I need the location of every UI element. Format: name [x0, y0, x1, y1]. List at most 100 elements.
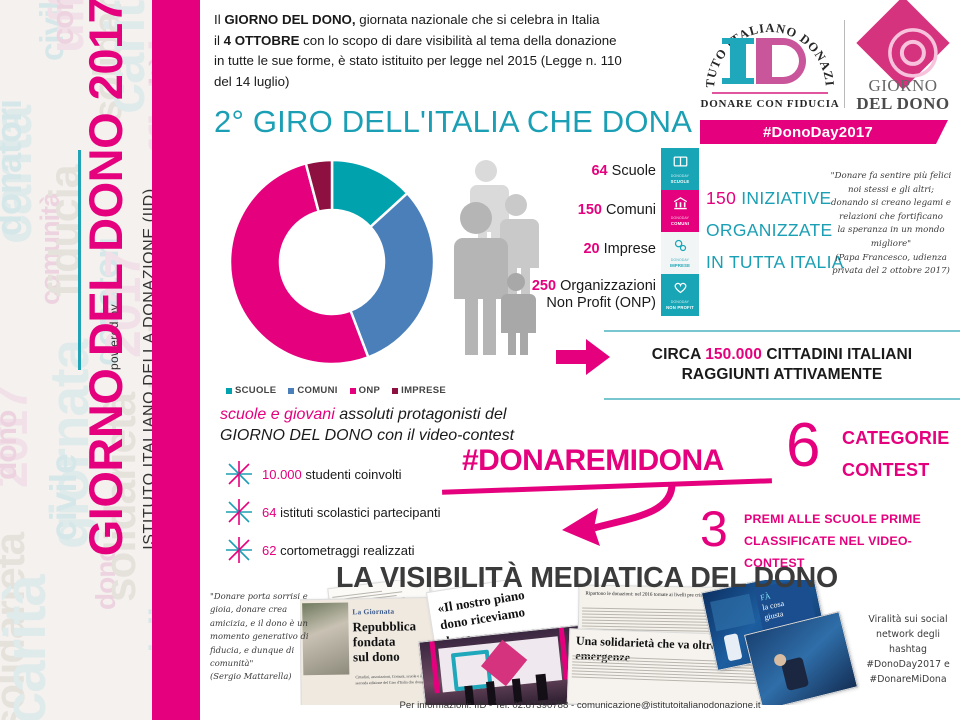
bullet-number: 62: [262, 542, 277, 558]
badge-scuole: DONODAY SCUOLE: [661, 148, 699, 190]
stat-label-scuole: Scuole: [611, 163, 656, 179]
sidebar-divider-line: [78, 150, 81, 370]
intro-l3: in tutte le sue forme, è stato istituito…: [214, 53, 622, 68]
categories-label-1: CATEGORIE: [842, 428, 950, 448]
intro-l1-pre: Il: [214, 12, 225, 27]
donut-chart-svg: [228, 158, 436, 366]
intro-l2-pre: il: [214, 32, 224, 48]
mattarella-quote-line: "Donare porta sorrisi e: [210, 591, 308, 601]
initiatives-word: INIZIATIVE: [736, 188, 832, 208]
chart-legend: SCUOLE COMUNI ONP IMPRESE: [226, 385, 446, 396]
stat-row-scuole: 64 Scuole: [496, 152, 656, 191]
banner-number: 150.000: [705, 346, 762, 363]
legend-item-scuole: SCUOLE: [226, 385, 276, 396]
people-silhouettes: [448, 155, 568, 375]
stat-row-comuni: 150 Comuni: [496, 191, 656, 230]
citizens-banner: CIRCA 150.000 CITTADINI ITALIANI RAGGIUN…: [604, 330, 960, 400]
video-contest-intro: scuole e giovani assoluti protagonisti d…: [220, 404, 520, 446]
mattarella-quote-line: (Sergio Mattarella): [210, 671, 292, 682]
stat-label-imprese: Imprese: [603, 241, 656, 257]
star-bullet: [224, 497, 254, 527]
mattarella-quote: "Donare porta sorrisi e gioia, donare cre…: [210, 590, 330, 684]
iid-letter-i: [722, 38, 754, 84]
footer-contact: Per informazioni: IID - Tel. 02.87390788…: [399, 700, 761, 711]
iid-tagline: DONARE CON FIDUCIA: [700, 98, 840, 110]
bullet-number: 10.000: [262, 466, 302, 482]
banner-post: CITTADINI ITALIANI: [761, 346, 913, 363]
legend-label: ONP: [358, 385, 381, 396]
mattarella-quote-line: amicizia, e il dono è un: [210, 617, 308, 628]
book-icon: [673, 154, 688, 174]
video-contest-intro-pink: scuole e giovani: [220, 406, 335, 423]
sidebar-pink-bar: [152, 0, 200, 720]
mattarella-quote-line: fiducia, e dunque di: [210, 644, 295, 655]
intro-l2-post: con lo scopo di dare visibilità al tema …: [299, 32, 617, 48]
viral-text: Viralità sui social network degli hashtag #…: [856, 612, 960, 687]
categories-number: 6: [786, 411, 821, 480]
stats-list: 64 Scuole 150 Comuni 20 Imprese 250 Orga…: [496, 152, 656, 321]
banner-line-2: RAGGIUNTI ATTIVAMENTE: [681, 366, 883, 383]
video-contest-bullets: 10.000 studenti coinvolti 64 istituti sco…: [224, 455, 504, 569]
logo-block: ISTITUTO ITALIANO DONAZIONE DONARE CON F…: [700, 0, 950, 146]
bullet-row: 62 cortometraggi realizzati: [224, 531, 504, 569]
stat-label-onp: Organizzazioni: [560, 278, 656, 294]
badge-label: NON PROFIT: [666, 305, 694, 310]
viral-text-line: Viralità sui social: [868, 614, 948, 625]
arrow-right-icon: [556, 339, 610, 375]
initiatives-line-2: ORGANIZZATE: [706, 220, 833, 240]
intro-bold-data: 4 OTTOBRE: [223, 32, 300, 48]
pope-quote-line: privata del 2 ottobre 2017): [832, 266, 950, 277]
mattarella-quote-line: momento generativo di: [210, 631, 309, 642]
viral-text-line: network degli: [876, 629, 940, 640]
stat-value-imprese: 20: [583, 241, 600, 257]
legend-swatch: [288, 387, 295, 394]
star-bullet: [224, 459, 254, 489]
badge-small-label: DONODAY: [670, 258, 690, 262]
legend-label: SCUOLE: [235, 385, 277, 396]
initiatives-block: 150 INIZIATIVE ORGANIZZATE IN TUTTA ITAL…: [706, 182, 844, 278]
pope-quote-line: donando si creano legami e: [831, 198, 951, 209]
legend-label: COMUNI: [297, 385, 338, 396]
media-headline: LA VISIBILITÀ MEDIATICA DEL DONO: [336, 562, 838, 594]
initiatives-line-3: IN TUTTA ITALIA: [706, 252, 844, 272]
star-bullet: [224, 535, 254, 565]
pope-quote-line: "Donare fa sentire più felici: [830, 171, 952, 181]
bullet-row: 10.000 studenti coinvolti: [224, 455, 504, 493]
stat-row-imprese: 20 Imprese: [496, 230, 656, 269]
donaremidona-hashtag: #DONAREMIDONA: [462, 444, 724, 477]
clipping-kicker: La Giornata: [352, 606, 395, 617]
prizes-label-2: CLASSIFICATE NEL VIDEO-CONTEST: [744, 534, 912, 570]
bullet-text: 62 cortometraggi realizzati: [262, 542, 415, 558]
bullet-text: 10.000 studenti coinvolti: [262, 466, 402, 482]
badge-label: IMPRESE: [669, 263, 691, 268]
intro-paragraph: Il GIORNO DEL DONO, giornata nazionale c…: [214, 10, 694, 92]
texture-word: dono: [0, 410, 23, 480]
left-sidebar: donocivilesolidarietàufficialecaritàcomu…: [0, 0, 200, 720]
media-clippings-collage: La Giornata Repubblica fondata sul dono Ci…: [300, 580, 860, 705]
stat-value-scuole: 64: [591, 163, 608, 179]
stat-label-comuni: Comuni: [606, 202, 656, 218]
pope-quote-line: (Papa Francesco, udienza: [835, 252, 947, 263]
page-title: GIORNO DEL DONO 2017: [79, 0, 132, 557]
prizes-number: 3: [700, 501, 728, 557]
badge-small-label: DONODAY: [670, 174, 690, 178]
mattarella-quote-line: comunità": [210, 658, 254, 669]
diamond-icon: [856, 0, 951, 91]
legend-swatch: [349, 387, 356, 394]
intro-bold-giorno: GIORNO DEL DONO,: [224, 12, 356, 27]
giro-title: 2° GIRO DELL'ITALIA CHE DONA: [214, 104, 693, 139]
diamond-inner: [875, 15, 951, 91]
gdd-line-2: DEL DONO: [856, 94, 950, 113]
pope-quote-line: noi stessi e gli altri;: [847, 184, 935, 195]
donut-chart: [222, 152, 442, 372]
bullet-row: 64 istituti scolastici partecipanti: [224, 493, 504, 531]
iid-letters: [722, 38, 816, 84]
star-bullet-icon: [226, 499, 252, 525]
donut-slice-imprese: [304, 158, 334, 214]
heart-icon: [673, 280, 688, 300]
badge-label: COMUNI: [670, 221, 690, 226]
gdd-line-1: GIORNO: [868, 76, 938, 95]
initiatives-line-1: 150 INIZIATIVE: [706, 182, 844, 214]
giorno-del-dono-logo: GIORNO DEL DONO: [856, 0, 950, 116]
